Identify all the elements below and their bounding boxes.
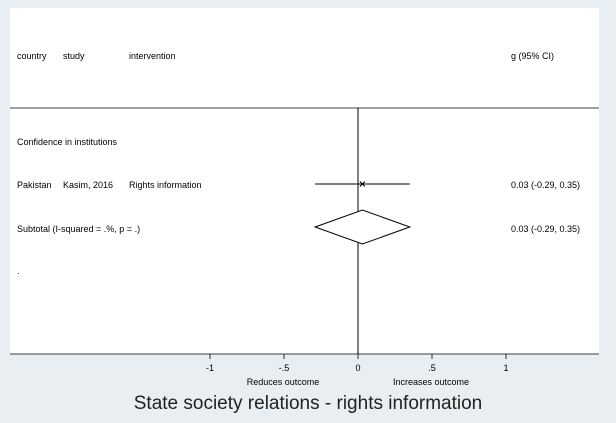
study-effect-label: 0.03 (-0.29, 0.35) <box>511 180 580 190</box>
increases-outcome-label: Increases outcome <box>393 377 469 387</box>
column-header-intervention: intervention <box>129 51 176 61</box>
x-axis-ticks: -1 -.5 0 .5 1 <box>206 354 509 373</box>
study-intervention: Rights information <box>129 180 202 190</box>
study-name: Kasim, 2016 <box>63 180 113 190</box>
x-tick-label: -.5 <box>279 363 290 373</box>
x-tick-label: 0 <box>355 363 360 373</box>
column-header-country: country <box>17 51 47 61</box>
x-tick-label: 1 <box>503 363 508 373</box>
reduces-outcome-label: Reduces outcome <box>247 377 320 387</box>
forest-plot: country study intervention g (95% CI) Co… <box>10 51 599 387</box>
trailing-mark: . <box>17 266 20 276</box>
column-header-effect: g (95% CI) <box>511 51 554 61</box>
subtotal-label: Subtotal (I-squared = .%, p = .) <box>17 224 140 234</box>
column-header-study: study <box>63 51 85 61</box>
subtotal-diamond <box>313 209 412 245</box>
x-tick-label: -1 <box>206 363 214 373</box>
plot-panel: country study intervention g (95% CI) Co… <box>10 8 599 387</box>
study-point-marker-b <box>359 181 366 187</box>
chart-title: State society relations - rights informa… <box>133 393 483 414</box>
subtotal-effect-label: 0.03 (-0.29, 0.35) <box>511 224 580 234</box>
study-country: Pakistan <box>17 180 52 190</box>
group-label: Confidence in institutions <box>17 137 118 147</box>
x-tick-label: .5 <box>428 363 436 373</box>
